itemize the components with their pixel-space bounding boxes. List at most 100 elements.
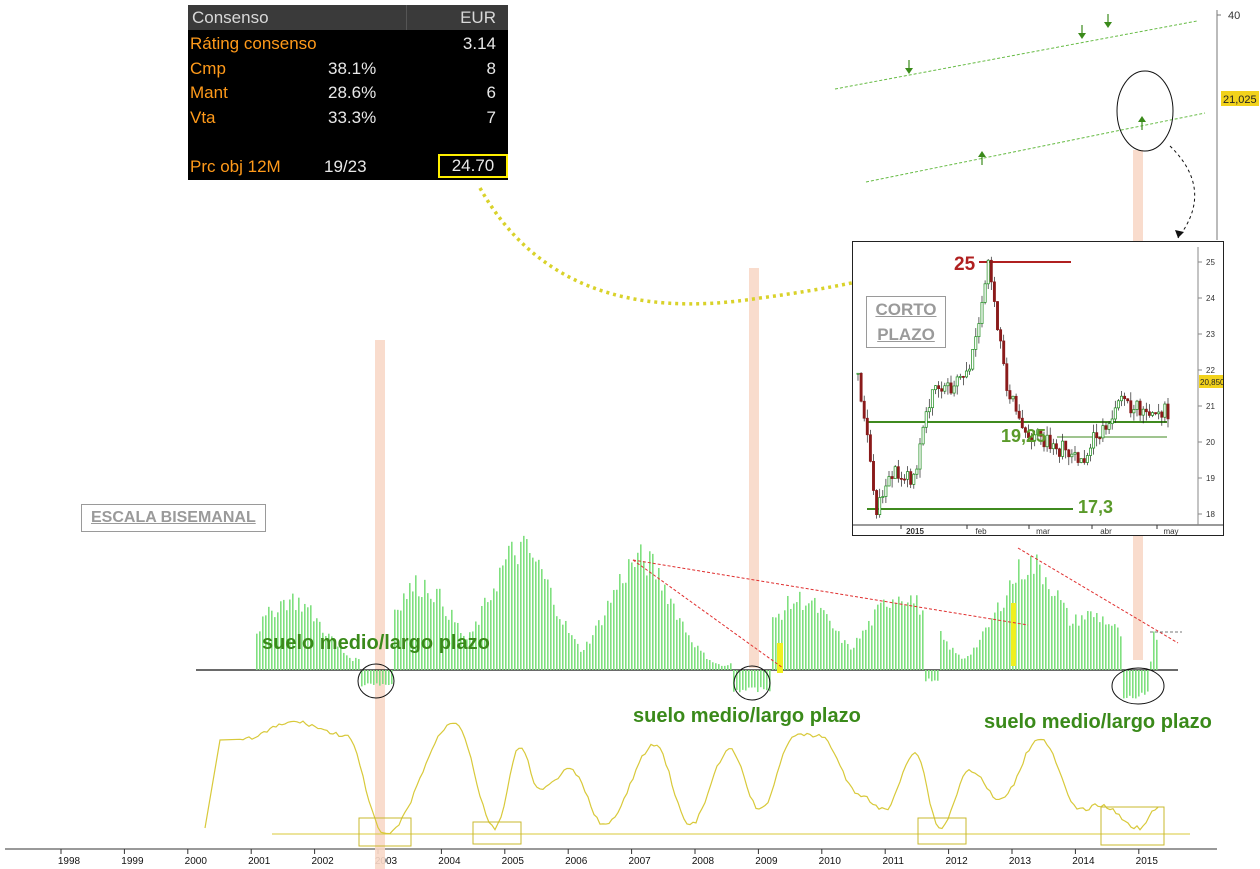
label-suelo-2009: suelo medio/largo plazo (633, 705, 861, 727)
escala-label: ESCALA BISEMANAL (81, 504, 266, 532)
histogram-bar (1144, 670, 1146, 695)
histogram-bar (418, 596, 420, 670)
inset-candle-body (1095, 432, 1099, 439)
histogram-bar (691, 642, 693, 670)
inset-candle-body (1036, 429, 1040, 436)
histogram-bar (262, 616, 264, 670)
histogram-bar (331, 636, 333, 670)
histogram-bar (460, 633, 462, 670)
histogram-bar (631, 562, 633, 670)
time-tick-label: 2006 (565, 856, 588, 867)
histogram-bar (352, 661, 354, 670)
inset-candle-body (890, 476, 894, 479)
inset-candle-body (865, 417, 869, 436)
histogram-bar (505, 559, 507, 670)
histogram-bar (892, 599, 894, 670)
histogram-bar (388, 670, 390, 686)
inset-candle-body (1030, 437, 1034, 442)
histogram-bar (535, 561, 537, 670)
inset-candle-body (1098, 437, 1102, 440)
inset-candle-body (996, 301, 999, 331)
consensus-header-currency: EUR (460, 8, 496, 27)
row-pct: 28.6% (328, 83, 377, 102)
histogram-bar (676, 619, 678, 670)
row-value: 3.14 (462, 34, 496, 53)
bottom-circle-2009 (733, 665, 771, 701)
histogram-bar (1069, 625, 1071, 670)
histogram-bar (910, 595, 912, 670)
histogram-bar (967, 656, 969, 670)
inset-candle-body (1132, 409, 1136, 414)
corto-plazo-label: CORTO PLAZO (866, 296, 946, 348)
histogram-bar (538, 559, 540, 670)
histogram-bar (601, 625, 603, 670)
header-divider (406, 5, 407, 30)
histogram-bar (532, 557, 534, 670)
time-tick-label: 1998 (58, 856, 81, 867)
histogram-bar (928, 670, 930, 679)
histogram-bars (256, 535, 1158, 699)
histogram-bar (955, 653, 957, 670)
inset-time-tick-label: mar (1036, 527, 1050, 535)
histogram-bar (898, 596, 900, 670)
histogram-bar (457, 622, 459, 670)
histogram-bar (385, 670, 387, 685)
histogram-bar (652, 553, 654, 670)
histogram-bar (844, 640, 846, 670)
row-label: Mant (190, 83, 228, 102)
histogram-bar (295, 610, 297, 670)
histogram-bar (316, 618, 318, 670)
histogram-bar (1141, 670, 1143, 693)
histogram-bar (562, 624, 564, 670)
histogram-bar (520, 541, 522, 670)
inset-candle-body (1113, 407, 1117, 420)
histogram-bar (850, 649, 852, 670)
histogram-bar (469, 632, 471, 670)
inset-candle-body (1138, 400, 1142, 416)
histogram-bar (430, 598, 432, 670)
histogram-bar (1051, 596, 1053, 670)
histogram-bar (301, 611, 303, 670)
histogram-bar (859, 638, 861, 670)
inset-candle-body (961, 376, 965, 378)
histogram-bar (745, 670, 747, 691)
histogram-bar (394, 609, 396, 670)
histogram-bar (1132, 670, 1134, 699)
histogram-bar (427, 593, 429, 670)
histogram-bar (790, 608, 792, 670)
inset-candle-body (1163, 403, 1167, 418)
histogram-bar (973, 647, 975, 670)
histogram-highlight-2009 (777, 643, 783, 673)
histogram-bar (823, 610, 825, 670)
recent-price-circle (1116, 70, 1174, 152)
histogram-bar (679, 618, 681, 670)
histogram-bar (934, 670, 936, 681)
time-tick-label: 2011 (882, 856, 904, 867)
histogram-bar (958, 654, 960, 670)
histogram-bar (319, 621, 321, 670)
histogram-bar (286, 610, 288, 670)
corto-text: CORTO (875, 300, 937, 319)
target-value: 24.70 (438, 154, 508, 178)
histogram-bar (784, 610, 786, 670)
inset-candle-body (965, 370, 968, 378)
histogram-bar (997, 602, 999, 670)
histogram-bar (595, 625, 597, 670)
histogram-bar (592, 635, 594, 670)
price-axis-ticks: 403025201510 (1217, 10, 1240, 22)
histogram-bar (1105, 624, 1107, 670)
inset-candle-body (1166, 403, 1170, 420)
histogram-bar (481, 605, 483, 670)
histogram-bar (1117, 627, 1119, 670)
histogram-bar (1006, 595, 1008, 670)
time-tick-label: 1999 (121, 856, 144, 867)
inset-candle-body (896, 466, 900, 479)
histogram-bar (574, 639, 576, 670)
histogram-bar (1000, 611, 1002, 670)
histogram-bar (433, 602, 435, 670)
inset-candle-body (1101, 425, 1105, 439)
histogram-bar (1156, 639, 1158, 670)
pivot-arrow-head (1138, 116, 1146, 122)
time-axis-ticks: 1998 1999 2000 2001 2002 2003 2004 2005 2006 2007… (58, 849, 1158, 867)
time-tick-label: 2001 (248, 856, 271, 867)
